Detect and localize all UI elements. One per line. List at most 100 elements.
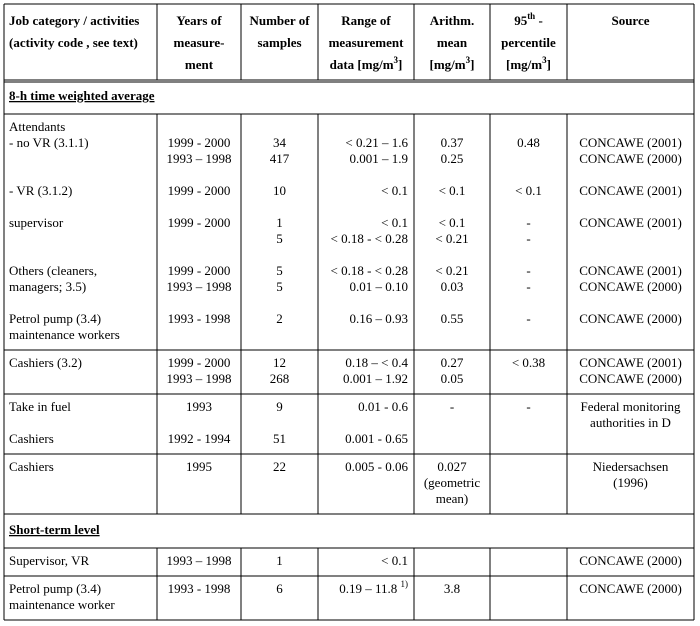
text-segment: [mg/m — [506, 57, 542, 72]
cell-text: 1993 – 1998 — [167, 553, 232, 568]
cell-text: 1993 - 1998 — [168, 311, 231, 326]
cell-text: 0.03 — [441, 279, 464, 294]
cell-text: percentile — [501, 35, 556, 50]
cell-text: - VR (3.1.2) — [9, 183, 72, 198]
cell-text: 3.8 — [444, 581, 460, 596]
cell-text: Number of — [249, 13, 310, 28]
cell-text: 1999 - 2000 — [168, 263, 231, 278]
cell-text: mean — [437, 35, 468, 50]
cell-text: mean) — [436, 491, 468, 506]
cell-text: 0.01 – 0.10 — [350, 279, 409, 294]
cell-text: < 0.38 — [512, 355, 545, 370]
cell-text: 12 — [273, 355, 286, 370]
cell-text: Years of — [176, 13, 222, 28]
cell-text: 0.005 - 0.06 — [345, 459, 408, 474]
superscript: 3 — [542, 55, 547, 65]
cell-text: 1995 — [186, 459, 212, 474]
cell-text: supervisor — [9, 215, 64, 230]
cell-text: - — [450, 399, 454, 414]
text-segment: 95 — [514, 13, 528, 28]
cell-text: 5 — [276, 263, 283, 278]
cell-text: CONCAWE (2001) — [579, 355, 682, 370]
cell-text: 1993 – 1998 — [167, 279, 232, 294]
cell-text: 0.18 – < 0.4 — [345, 355, 408, 370]
cell-text: < 0.21 – 1.6 — [345, 135, 408, 150]
cell-text: Arithm. — [430, 13, 474, 28]
cell-text: Petrol pump (3.4) — [9, 311, 101, 326]
cell-text: CONCAWE (2001) — [579, 215, 682, 230]
cell-text: CONCAWE (2000) — [579, 371, 682, 386]
text-segment: ] — [398, 57, 402, 72]
cell-text: < 0.1 — [439, 183, 466, 198]
section-title: Short-term level — [9, 522, 100, 537]
cell-text: maintenance worker — [9, 597, 115, 612]
cell-text: CONCAWE (2001) — [579, 183, 682, 198]
cell-text: CONCAWE (2000) — [579, 553, 682, 568]
cell-text: 1992 - 1994 — [168, 431, 231, 446]
cell-text: Take in fuel — [9, 399, 71, 414]
cell-text: 51 — [273, 431, 286, 446]
cell-text: (geometric — [424, 475, 481, 490]
cell-text: 1999 - 2000 — [168, 215, 231, 230]
cell-text: (activity code , see text) — [9, 35, 138, 50]
cell-text: Petrol pump (3.4) — [9, 581, 101, 596]
cell-text: 1993 – 1998 — [167, 371, 232, 386]
text-segment: ] — [547, 57, 551, 72]
cell-text: 0.48 — [517, 135, 540, 150]
cell-text: Niedersachsen — [593, 459, 669, 474]
cell-text: data [mg/m3] — [330, 55, 403, 72]
cell-text: 2 — [276, 311, 283, 326]
cell-text: < 0.18 - < 0.28 — [331, 231, 409, 246]
cell-text: < 0.1 — [381, 183, 408, 198]
cell-text: < 0.21 — [435, 263, 468, 278]
cell-text: - — [526, 215, 530, 230]
cell-text: - — [526, 399, 530, 414]
cell-text: CONCAWE (2000) — [579, 311, 682, 326]
section-title: 8-h time weighted average — [9, 88, 155, 103]
cell-text: measurement — [329, 35, 405, 50]
cell-text: 5 — [276, 279, 283, 294]
cell-text: Attendants — [9, 119, 65, 134]
cell-text: 0.37 — [441, 135, 464, 150]
cell-text: 22 — [273, 459, 286, 474]
cell-text: measure- — [173, 35, 224, 50]
superscript: 3 — [394, 55, 399, 65]
cell-text: 9 — [276, 399, 283, 414]
cell-text: Cashiers — [9, 459, 54, 474]
superscript: th — [527, 11, 535, 21]
text-segment: - — [535, 13, 543, 28]
cell-text: 0.001 - 0.65 — [345, 431, 408, 446]
cell-text: 5 — [276, 231, 283, 246]
cell-text: samples — [257, 35, 301, 50]
cell-text: < 0.1 — [381, 553, 408, 568]
cell-text: CONCAWE (2000) — [579, 151, 682, 166]
cell-text: 0.001 – 1.9 — [350, 151, 409, 166]
cell-text: Federal monitoring — [580, 399, 681, 414]
cell-text: 0.55 — [441, 311, 464, 326]
cell-text: 417 — [270, 151, 290, 166]
cell-text: CONCAWE (2000) — [579, 279, 682, 294]
cell-text: 0.25 — [441, 151, 464, 166]
cell-text: managers; 3.5) — [9, 279, 86, 294]
superscript: 1) — [401, 579, 409, 589]
cell-text: ment — [185, 57, 214, 72]
cell-text: 1999 - 2000 — [168, 355, 231, 370]
cell-text: - — [526, 231, 530, 246]
cell-text: Cashiers — [9, 431, 54, 446]
cell-text: Source — [611, 13, 649, 28]
cell-text: 0.001 – 1.92 — [343, 371, 408, 386]
cell-text: 0.05 — [441, 371, 464, 386]
cell-text: [mg/m3] — [430, 55, 475, 72]
cell-text: 1999 - 2000 — [168, 183, 231, 198]
cell-text: 1993 — [186, 399, 212, 414]
cell-text: 34 — [273, 135, 287, 150]
cell-text: - — [526, 279, 530, 294]
superscript: 3 — [466, 55, 471, 65]
cell-text: maintenance workers — [9, 327, 120, 342]
cell-text: 1999 - 2000 — [168, 135, 231, 150]
cell-text: Supervisor, VR — [9, 553, 89, 568]
cell-text: Job category / activities — [9, 13, 139, 28]
cell-text: 0.027 — [437, 459, 467, 474]
cell-text: 1993 – 1998 — [167, 151, 232, 166]
